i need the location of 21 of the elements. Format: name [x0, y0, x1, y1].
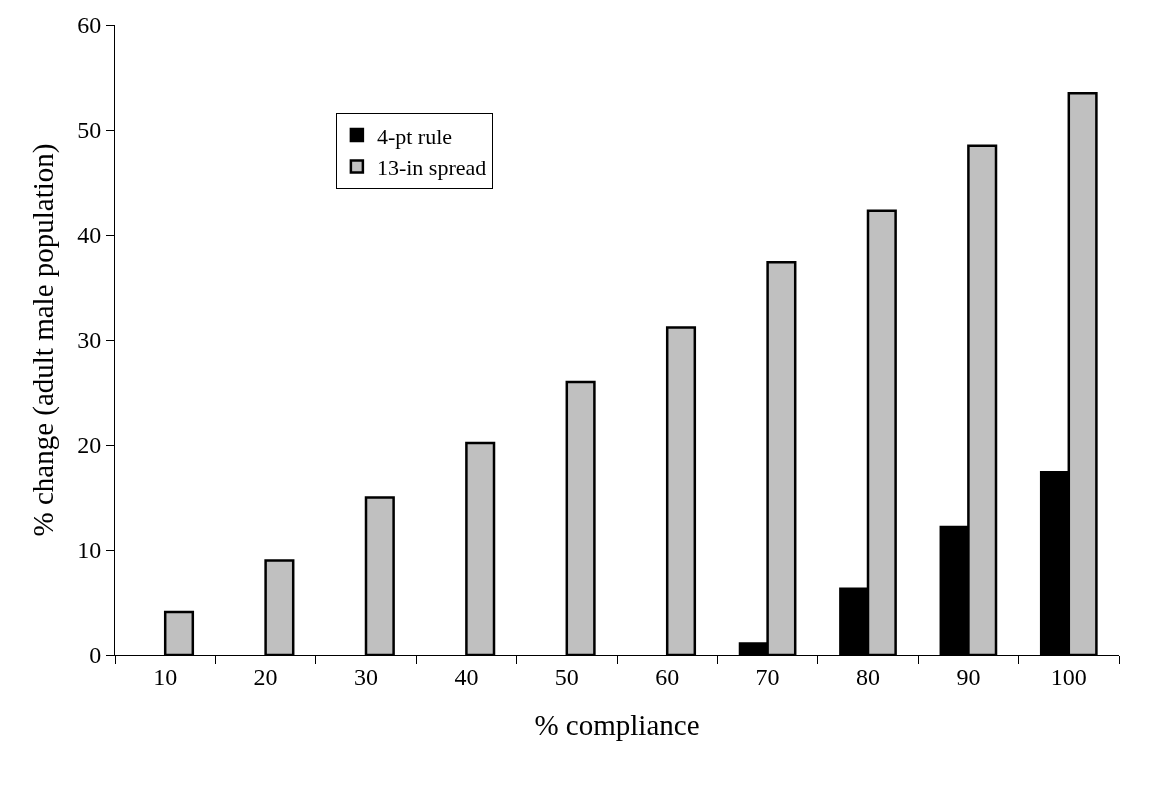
x-tick-label: 30 [354, 663, 378, 690]
x-tick-label: 10 [153, 663, 178, 690]
y-tick-label: 30 [77, 327, 102, 354]
legend-label: 13-in spread [376, 155, 487, 181]
y-tick-label: 0 [89, 642, 102, 669]
x-axis-title: % compliance [534, 708, 700, 741]
x-tick-label: 20 [253, 663, 278, 690]
x-tick-label: 40 [454, 663, 479, 690]
y-tick-label: 40 [77, 222, 102, 249]
x-tick-label: 60 [655, 663, 680, 690]
y-tick-label: 50 [77, 117, 102, 144]
x-tick-label: 70 [755, 663, 780, 690]
x-tick-label: 100 [1050, 663, 1087, 690]
legend-label: 4-pt rule [376, 123, 453, 149]
x-tick-label: 80 [856, 663, 880, 690]
x-tick-label: 90 [956, 663, 981, 690]
y-tick-label: 60 [77, 12, 102, 39]
y-tick-label: 10 [77, 537, 102, 564]
y-tick-label: 20 [77, 432, 102, 459]
x-tick-label: 50 [554, 663, 579, 690]
y-axis-title: % change (adult male population) [26, 143, 60, 537]
